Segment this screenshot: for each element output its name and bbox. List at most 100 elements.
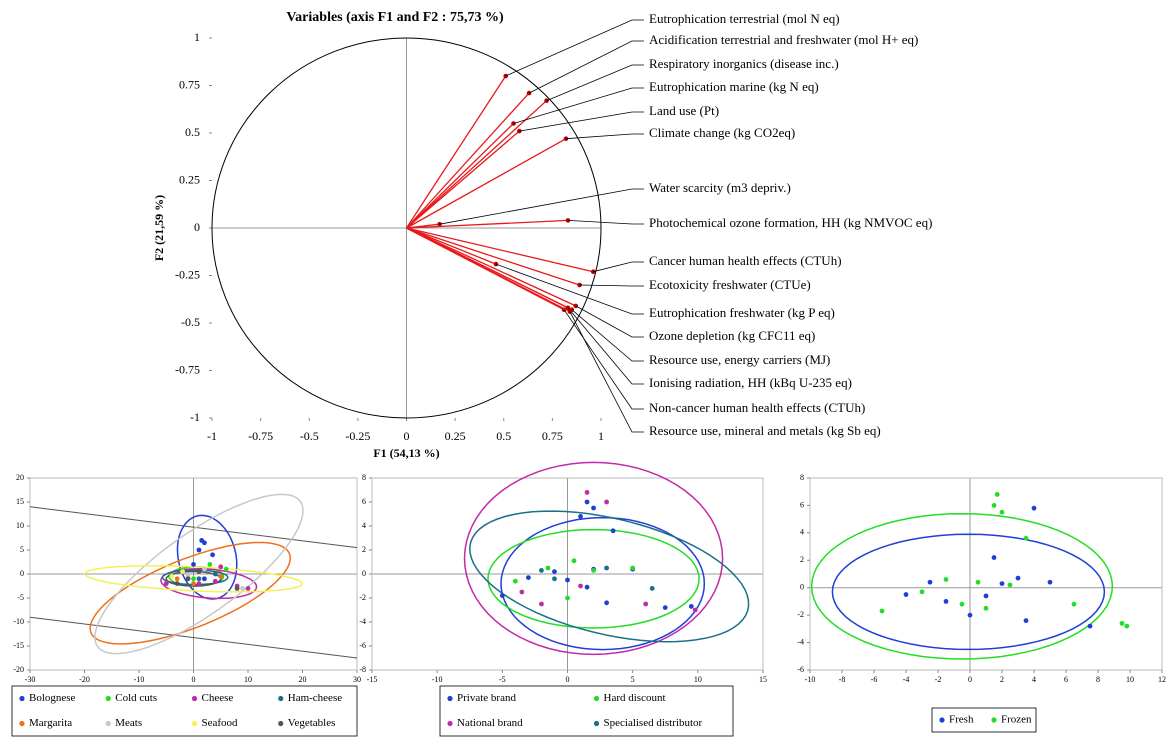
y-tick-label: -2	[797, 610, 804, 619]
variable-label: Eutrophication freshwater (kg P eq)	[649, 305, 835, 320]
confidence-ellipse	[89, 541, 292, 645]
point	[967, 612, 973, 618]
point	[662, 605, 668, 610]
point	[879, 608, 885, 614]
confidence-ellipse	[94, 493, 304, 655]
chart-title: Variables (axis F1 and F2 : 75,73 %)	[286, 10, 504, 25]
point	[223, 566, 229, 572]
point	[643, 601, 649, 607]
leader-line	[563, 309, 644, 410]
x-tick-label: 0	[192, 675, 196, 684]
vector	[406, 92, 530, 229]
x-tick-label: -4	[903, 675, 910, 684]
leader-line	[567, 307, 644, 385]
y-tick-label: 10	[16, 521, 24, 530]
point	[991, 555, 997, 560]
point	[604, 600, 609, 606]
point	[1087, 623, 1093, 629]
point	[983, 593, 989, 599]
legend-marker	[278, 695, 284, 702]
point	[999, 581, 1005, 586]
leader-line	[505, 19, 644, 77]
x-tick-label: -20	[79, 675, 90, 684]
vector	[406, 227, 580, 286]
point	[1007, 582, 1013, 588]
vector	[406, 130, 520, 229]
x-tick-label: 8	[1096, 675, 1100, 684]
point	[539, 601, 544, 607]
confidence-ellipse	[487, 528, 700, 629]
variable-label: Land use (Pt)	[649, 103, 719, 118]
point	[999, 509, 1005, 515]
vector	[406, 227, 594, 273]
point	[539, 568, 544, 573]
legend-marker	[105, 695, 111, 702]
y-tick-label: 0	[194, 220, 200, 234]
vector	[406, 227, 571, 313]
y-tick-label: 6	[362, 497, 366, 506]
x-tick-label: -10	[805, 675, 816, 684]
legend-marker	[939, 717, 945, 723]
point	[245, 586, 251, 591]
legend-marker	[593, 695, 600, 702]
y-tick-label: 15	[16, 497, 24, 506]
vector	[406, 123, 514, 229]
y-tick-label: 0.25	[179, 172, 200, 186]
legend-box	[931, 707, 1037, 733]
variable-label: Ecotoxicity freshwater (CTUe)	[649, 277, 811, 292]
point	[591, 568, 596, 573]
legend-marker	[593, 720, 600, 727]
variable-label: Resource use, mineral and metals (kg Sb …	[649, 423, 881, 438]
vector	[406, 219, 568, 229]
point	[1023, 535, 1029, 541]
point	[196, 576, 202, 582]
variable-label: Respiratory inorganics (disease inc.)	[649, 56, 839, 71]
y-tick-label: 5	[20, 545, 24, 554]
legend-marker	[191, 695, 198, 702]
point	[991, 503, 997, 508]
legend-marker	[447, 695, 453, 702]
point	[199, 538, 205, 543]
leader-line	[579, 284, 644, 287]
x-tick-label: 12	[1158, 675, 1166, 684]
point	[163, 581, 169, 586]
y-tick-label: -8	[359, 665, 366, 674]
point	[943, 577, 949, 582]
point	[512, 578, 518, 584]
x-tick-label: 0	[968, 675, 972, 684]
point	[604, 565, 609, 571]
point	[1119, 620, 1125, 626]
point	[191, 562, 196, 567]
x-tick-label: 30	[353, 675, 361, 684]
y-tick-label: 6	[800, 500, 804, 509]
point	[210, 552, 215, 558]
point	[202, 566, 207, 572]
variable-label: Resource use, energy carriers (MJ)	[649, 352, 830, 367]
confidence-ellipse	[160, 568, 258, 600]
legend-box	[11, 685, 358, 737]
point	[185, 576, 191, 582]
legend-label: Frozen	[1001, 714, 1032, 726]
legend-label: Specialised distributor	[604, 717, 703, 729]
point	[207, 562, 213, 567]
x-tick-label: 10	[694, 675, 702, 684]
y-tick-label: 0	[362, 569, 366, 578]
legend-marker	[191, 720, 198, 727]
point	[218, 574, 224, 579]
point	[499, 593, 505, 598]
y-tick-label: 8	[800, 473, 804, 482]
point	[196, 547, 202, 553]
legend-label: Cheese	[202, 692, 234, 704]
y-tick-label: 0	[800, 583, 804, 592]
variable-label: Acidification terrestrial and freshwater…	[649, 32, 918, 47]
unit-circle	[211, 37, 602, 419]
vector	[406, 227, 576, 307]
leader-line	[569, 311, 644, 433]
confidence-ellipse	[463, 461, 724, 656]
legend-label: Ham-cheese	[288, 692, 342, 704]
point	[212, 571, 218, 577]
y-tick-label: -1	[190, 410, 200, 424]
point	[584, 584, 590, 590]
reference-line	[29, 616, 358, 659]
x-tick-label: -1	[207, 429, 217, 443]
